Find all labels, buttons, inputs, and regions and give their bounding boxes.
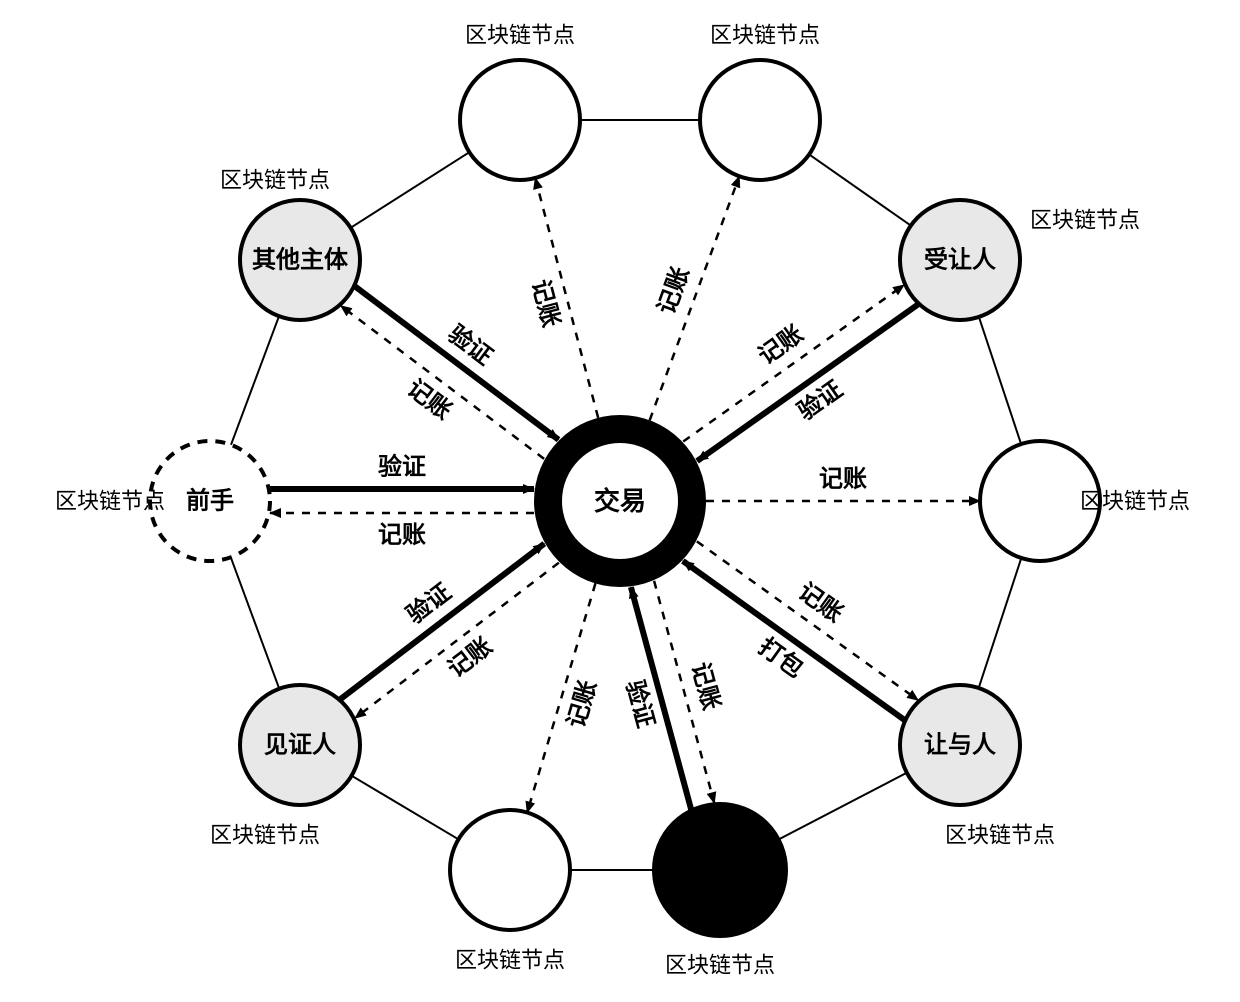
node-inside-label: 让与人 [924, 732, 996, 759]
node-outside-label: 区块链节点 [945, 823, 1055, 848]
node-outside-label: 区块链节点 [465, 23, 575, 48]
node-n0: 区块链节点 [460, 23, 580, 181]
node-n8: 前手区块链节点 [55, 441, 270, 561]
node-inside-label: 受让人 [924, 246, 996, 274]
node-outside-label: 区块链节点 [710, 23, 820, 48]
node-n7: 见证人区块链节点 [210, 685, 360, 848]
spoke-solid-label: 验证 [443, 319, 498, 370]
spoke-solid-label: 打包 [753, 632, 808, 683]
spoke-dash-label: 记账 [402, 375, 457, 425]
node-outside-label: 区块链节点 [665, 953, 775, 978]
node-n9: 其他主体 区块链节点 [220, 168, 360, 321]
spoke-solid-label: 验证 [792, 375, 847, 426]
node-outside-label: 区块链节点 [55, 489, 165, 514]
node-n2: 受让人 区块链节点 [900, 200, 1140, 320]
blockchain-network-diagram: 记账记账记账验证记账记账打包记账验证记账记账验证记账验证记账验证交易区块链节点区… [0, 0, 1240, 1002]
node-inside-label: 前手 [186, 487, 234, 515]
node-inside-label: 见证人 [264, 732, 336, 759]
node-n1: 区块链节点 [700, 23, 820, 181]
node-n4: 让与人区块链节点 [900, 685, 1055, 848]
spoke-dash-label: 记账 [443, 633, 498, 684]
spoke-solid-label: 验证 [401, 578, 456, 629]
node-outside-label: 区块链节点 [1080, 489, 1190, 514]
spoke-dash-label: 记账 [686, 660, 725, 713]
node-outside-label: 区块链节点 [220, 168, 330, 193]
node-inside-label: 其他主体 [252, 247, 349, 274]
node-n5: 区块链节点 [654, 804, 786, 978]
center-node: 交易 [534, 415, 706, 587]
spoke-solid-label: 验证 [378, 453, 426, 481]
spoke-solid-label: 验证 [620, 677, 660, 731]
center-label: 交易 [594, 486, 646, 516]
spoke-dash-label: 记账 [378, 522, 426, 549]
node-n6: 区块链节点 [450, 810, 570, 973]
spoke-dash-label: 记账 [563, 677, 603, 731]
node-n3: 区块链节点 [980, 441, 1190, 561]
spoke-dash-label: 记账 [819, 466, 867, 493]
spoke-dash-label: 记账 [526, 277, 564, 330]
node-outside-label: 区块链节点 [210, 823, 320, 848]
spoke-dash-label: 记账 [653, 264, 695, 318]
node-outside-label: 区块链节点 [455, 948, 565, 973]
node-outside-label: 区块链节点 [1030, 208, 1140, 233]
spoke-dash-label: 记账 [754, 320, 809, 370]
spoke-dash-label: 记账 [793, 578, 848, 628]
